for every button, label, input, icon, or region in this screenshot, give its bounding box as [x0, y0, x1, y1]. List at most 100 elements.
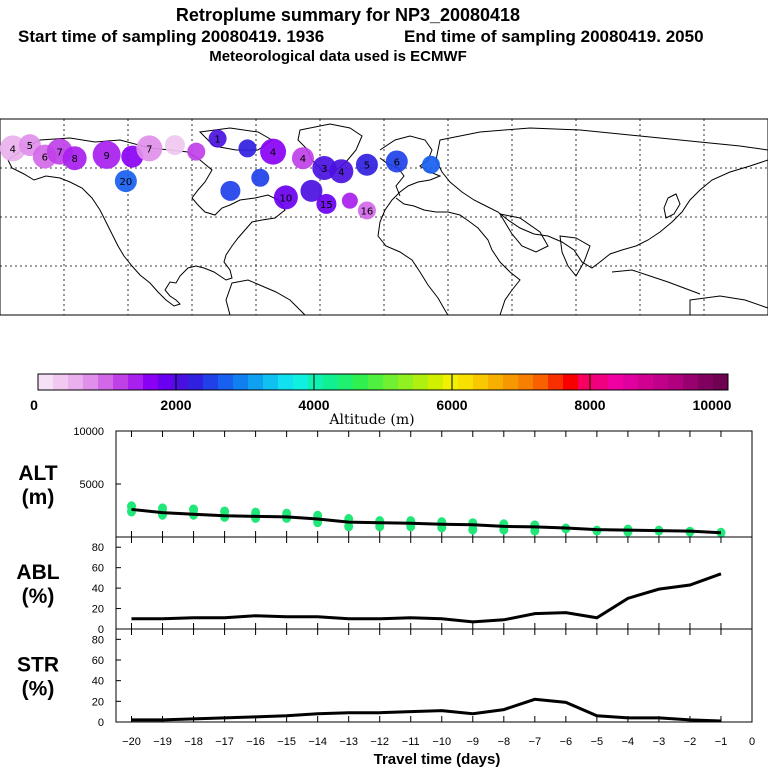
colorbar-cell [653, 374, 669, 390]
colorbar-cell [413, 374, 429, 390]
figure-title: Retroplume summary for NP3_20080418 [176, 5, 520, 25]
x-tick-label: −9 [467, 736, 480, 748]
colorbar-cell [323, 374, 339, 390]
colorbar-cell [278, 374, 294, 390]
plume-day-label: 3 [321, 164, 327, 175]
alt-point [251, 512, 261, 523]
colorbar-cell [173, 374, 189, 390]
arabia-coast [498, 213, 549, 253]
str-panel: 0 20 40 60 80 STR(%) [17, 628, 753, 729]
colorbar-cell [398, 374, 414, 390]
colorbar-cell [623, 374, 639, 390]
y-tick-label: 0 [98, 717, 104, 729]
colorbar-cell [593, 374, 609, 390]
plume-day-label: 4 [270, 148, 276, 159]
alt-point [623, 526, 633, 537]
x-tick-label: −16 [246, 736, 265, 748]
plume-position-marker [355, 153, 378, 176]
colorbar-cell [563, 374, 579, 390]
indonesia-coast [611, 269, 701, 295]
plume-position-marker [0, 135, 26, 162]
plume-position-marker [357, 201, 376, 220]
abl-panel: 0 20 40 60 80 ABL(%) [16, 536, 753, 636]
plume-day-label: 20 [119, 177, 132, 188]
x-axis: −20 −19 −18 −17 −16 −15 −14 −13 −12 −11 −10 −9 −8 −7−… [122, 736, 755, 748]
alt-mean-line [131, 507, 722, 535]
plume-day-label: 5 [364, 161, 370, 172]
plume-position-marker [273, 185, 298, 210]
x-tick-label: −18 [184, 736, 203, 748]
panel-frame [115, 628, 753, 723]
plume-position-marker [136, 135, 163, 162]
japan-coast [663, 193, 681, 219]
colorbar-cell [158, 374, 174, 390]
colorbar-cell [713, 374, 729, 390]
colorbar-tick-label: 6000 [436, 397, 467, 413]
colorbar-cell [578, 374, 594, 390]
y-tick-label: 20 [92, 696, 104, 708]
y-tick-label: 5000 [80, 479, 104, 491]
plume-position-marker [251, 168, 270, 187]
x-tick-label: −14 [308, 736, 327, 748]
y-axis-label-line2: (%) [22, 678, 55, 701]
plume-position-marker [291, 147, 314, 170]
plume-position-marker [341, 192, 358, 209]
colorbar-cell [608, 374, 624, 390]
plume-day-label: 4 [10, 144, 16, 155]
colorbar-frame [37, 373, 729, 391]
colorbar: 0 2000 4000 6000 8000 10000 Altitude (m) [30, 373, 732, 428]
x-tick-label: −15 [277, 736, 296, 748]
colorbar-cell [203, 374, 219, 390]
plume-day-label: 7 [57, 148, 63, 159]
plume-position-marker [92, 140, 121, 169]
x-tick-label: −4 [622, 736, 635, 748]
north-america-coast [7, 137, 286, 307]
x-tick-label: −7 [529, 736, 542, 748]
map-gridlines [0, 119, 768, 315]
x-tick-label: −20 [122, 736, 141, 748]
colorbar-cell [128, 374, 144, 390]
x-tick-label: −1 [715, 736, 728, 748]
colorbar-cell [263, 374, 279, 390]
colorbar-cell [548, 374, 564, 390]
colorbar-cell [473, 374, 489, 390]
panel-frame [115, 430, 753, 538]
plume-position-marker [114, 170, 137, 193]
y-tick-label: 20 [92, 604, 104, 616]
colorbar-cell [383, 374, 399, 390]
plume-position-marker [385, 150, 408, 173]
india-coast [559, 235, 591, 277]
colorbar-cell [83, 374, 99, 390]
y-tick-label: 0 [98, 624, 104, 636]
x-tick-label: −8 [498, 736, 511, 748]
y-axis-label-line2: (m) [22, 486, 55, 509]
plume-day-label: 1 [214, 135, 220, 146]
colorbar-cell [308, 374, 324, 390]
x-tick-label: −5 [591, 736, 604, 748]
colorbar-title: Altitude (m) [328, 412, 414, 428]
plume-position-marker [421, 155, 440, 174]
met-data-label: Meteorological data used is ECMWF [209, 48, 467, 65]
x-tick-label: −6 [560, 736, 573, 748]
plume-day-label: 8 [71, 154, 77, 165]
colorbar-tick-label: 0 [30, 397, 38, 413]
colorbar-cell [353, 374, 369, 390]
end-time-label: End time of sampling 20080419. 2050 [404, 27, 704, 46]
colorbar-cell [368, 374, 384, 390]
y-axis-label-line1: STR [17, 654, 59, 677]
australia-coast [689, 295, 768, 316]
x-axis-label: Travel time (days) [374, 751, 501, 768]
colorbar-cells [37, 373, 729, 391]
y-axis-label-line2: (%) [22, 585, 55, 608]
x-tick-label: −2 [684, 736, 697, 748]
plume-position-marker [238, 139, 257, 158]
colorbar-cell [293, 374, 309, 390]
colorbar-cell [53, 374, 69, 390]
x-tick-label: −10 [432, 736, 451, 748]
south-america-coast [225, 279, 307, 316]
colorbar-cell [68, 374, 84, 390]
colorbar-cell [233, 374, 249, 390]
y-tick-label: 60 [92, 563, 104, 575]
